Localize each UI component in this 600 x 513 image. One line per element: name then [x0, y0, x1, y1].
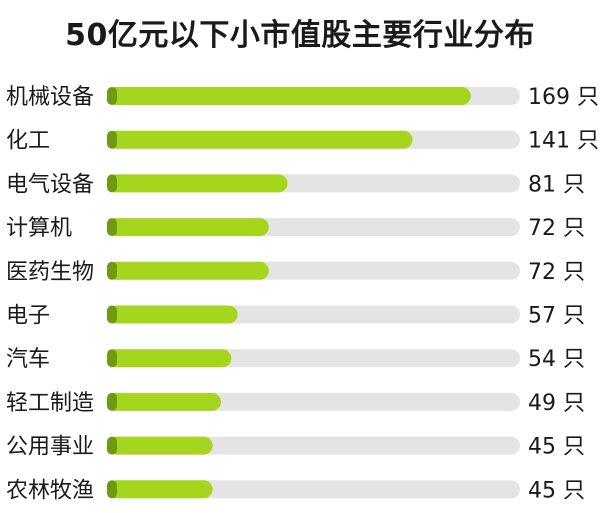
bar-cap — [107, 480, 117, 499]
bar-cap — [107, 436, 117, 455]
value-label: 49 只 — [528, 391, 585, 416]
category-label: 机械设备 — [6, 85, 94, 110]
bar-cap — [107, 87, 117, 105]
bar-cap — [107, 392, 117, 411]
bar — [107, 130, 413, 149]
bar — [107, 349, 232, 368]
value-label: 72 只 — [528, 260, 585, 285]
bar — [107, 305, 238, 324]
bar — [107, 392, 221, 411]
category-label: 电子 — [6, 304, 50, 329]
bar-cap — [107, 349, 117, 368]
value-label: 169 只 — [528, 85, 599, 110]
bar — [107, 87, 471, 105]
category-label: 农林牧渔 — [6, 478, 94, 503]
bar — [107, 480, 213, 499]
category-label: 化工 — [6, 129, 50, 154]
bar — [107, 174, 288, 193]
bar-cap — [107, 218, 117, 237]
category-label: 计算机 — [6, 216, 72, 241]
value-label: 81 只 — [528, 172, 585, 197]
bar — [107, 436, 213, 455]
value-label: 45 只 — [528, 435, 585, 460]
value-label: 45 只 — [528, 478, 585, 503]
category-label: 轻工制造 — [6, 391, 94, 416]
category-label: 公用事业 — [6, 435, 94, 460]
bar — [107, 218, 269, 237]
value-label: 54 只 — [528, 347, 585, 372]
value-label: 72 只 — [528, 216, 585, 241]
value-label: 57 只 — [528, 304, 585, 329]
bar-cap — [107, 174, 117, 193]
category-label: 医药生物 — [6, 260, 94, 285]
bar — [107, 261, 269, 280]
value-label: 141 只 — [528, 129, 599, 154]
category-label: 汽车 — [6, 347, 50, 372]
category-label: 电气设备 — [6, 172, 94, 197]
chart-title: 50亿元以下小市值股主要行业分布 — [65, 18, 535, 53]
bar-cap — [107, 305, 117, 324]
bar-cap — [107, 130, 117, 149]
bar-cap — [107, 261, 117, 280]
